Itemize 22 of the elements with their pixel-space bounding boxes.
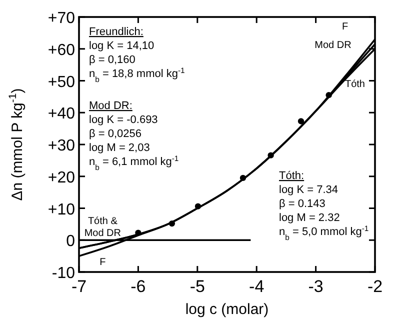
x-tick-label: -3 — [308, 277, 324, 296]
text: F — [342, 21, 348, 32]
y-tick-label: 0 — [66, 233, 76, 250]
y-tick-label: +70 — [48, 10, 76, 27]
annotation: Mod DR: log K = -0.693 β = 0,0256 log M = 2,03 n$_{b}$ = 6,1 mmol kg$^{-1}$ — [89, 100, 179, 172]
annotation: Tóth & Mod DR — [84, 216, 122, 239]
x-tick-label: -6 — [130, 277, 146, 296]
y-tick-label: +60 — [48, 42, 76, 59]
y-tick-label: +50 — [48, 74, 76, 91]
annotation: Tóth: log K = 7.34 β = 0.143 log M = 2.32 n$_{b}$ = 5,0 mmol kg$^{-1}$ — [279, 170, 369, 242]
y-tick-label: +30 — [48, 138, 76, 154]
x-tick-label: -4 — [249, 277, 264, 296]
y-tick-label: +10 — [48, 201, 76, 218]
y-tick-label: +40 — [48, 106, 76, 123]
x-axis-title: log c (molar) — [185, 301, 269, 318]
x-tick-label: -5 — [190, 277, 205, 296]
annotation: F — [100, 256, 106, 268]
y-tick-label: +20 — [48, 169, 76, 186]
legend-label: Mod DR — [314, 40, 352, 52]
annotation: Freundlich: log K = 14,10 β = 0,160 n$_{b}$ = 18,8 mmol kg$^{-1}$ — [89, 26, 185, 84]
x-tick-label: -2 — [367, 277, 383, 296]
legend-label: Tóth — [344, 78, 366, 90]
